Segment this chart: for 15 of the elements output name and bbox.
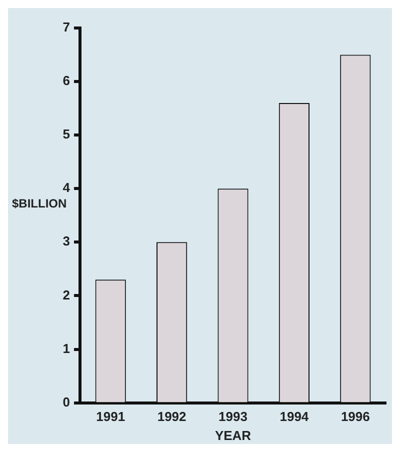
x-tick-label: 1996 xyxy=(340,409,370,424)
y-tick-label: 3 xyxy=(62,234,70,249)
y-tick-label: 6 xyxy=(62,73,70,88)
y-tick-label: 4 xyxy=(62,180,71,196)
y-axis-title: $BILLION xyxy=(12,196,67,210)
x-tick-label: 1993 xyxy=(218,409,248,424)
y-tick-label: 1 xyxy=(62,340,70,356)
x-tick-label: 1992 xyxy=(157,409,186,424)
x-tick-label: 1994 xyxy=(280,409,310,424)
y-tick-label: 5 xyxy=(62,126,70,142)
x-tick-label: 1991 xyxy=(96,409,126,424)
x-axis-title: YEAR xyxy=(214,428,252,443)
y-tick-label: 7 xyxy=(62,20,70,35)
y-tick-label: 0 xyxy=(62,394,70,410)
y-tick-label: 2 xyxy=(62,287,70,302)
